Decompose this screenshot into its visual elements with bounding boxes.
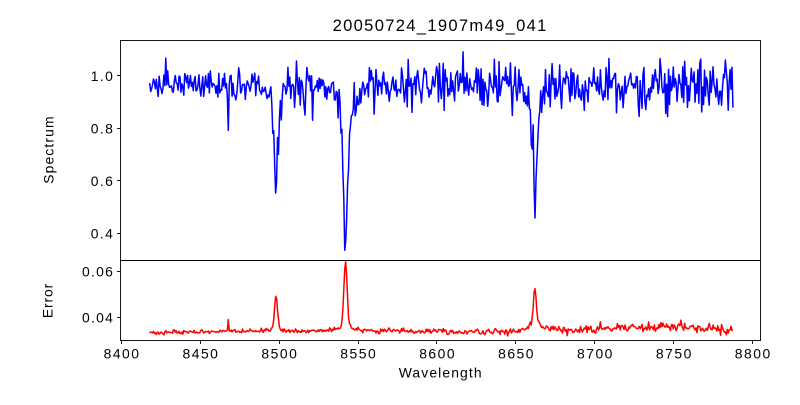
svg-text:Spectrum: Spectrum bbox=[40, 116, 56, 183]
svg-text:0.04: 0.04 bbox=[82, 309, 113, 325]
svg-text:20050724_1907m49_041: 20050724_1907m49_041 bbox=[333, 16, 547, 35]
svg-text:1.0: 1.0 bbox=[91, 68, 113, 84]
svg-text:0.06: 0.06 bbox=[82, 263, 113, 279]
svg-text:Wavelength: Wavelength bbox=[399, 365, 482, 381]
svg-text:8650: 8650 bbox=[498, 346, 534, 362]
svg-text:8800: 8800 bbox=[735, 346, 771, 362]
svg-text:8400: 8400 bbox=[104, 346, 140, 362]
svg-text:0.8: 0.8 bbox=[91, 120, 113, 136]
svg-text:Error: Error bbox=[39, 283, 55, 318]
svg-text:0.4: 0.4 bbox=[91, 225, 113, 241]
svg-text:8500: 8500 bbox=[261, 346, 297, 362]
svg-text:8750: 8750 bbox=[656, 346, 692, 362]
svg-text:8550: 8550 bbox=[340, 346, 376, 362]
svg-text:8450: 8450 bbox=[183, 346, 219, 362]
svg-text:8600: 8600 bbox=[419, 346, 455, 362]
svg-text:8700: 8700 bbox=[577, 346, 613, 362]
svg-text:0.6: 0.6 bbox=[91, 173, 113, 189]
